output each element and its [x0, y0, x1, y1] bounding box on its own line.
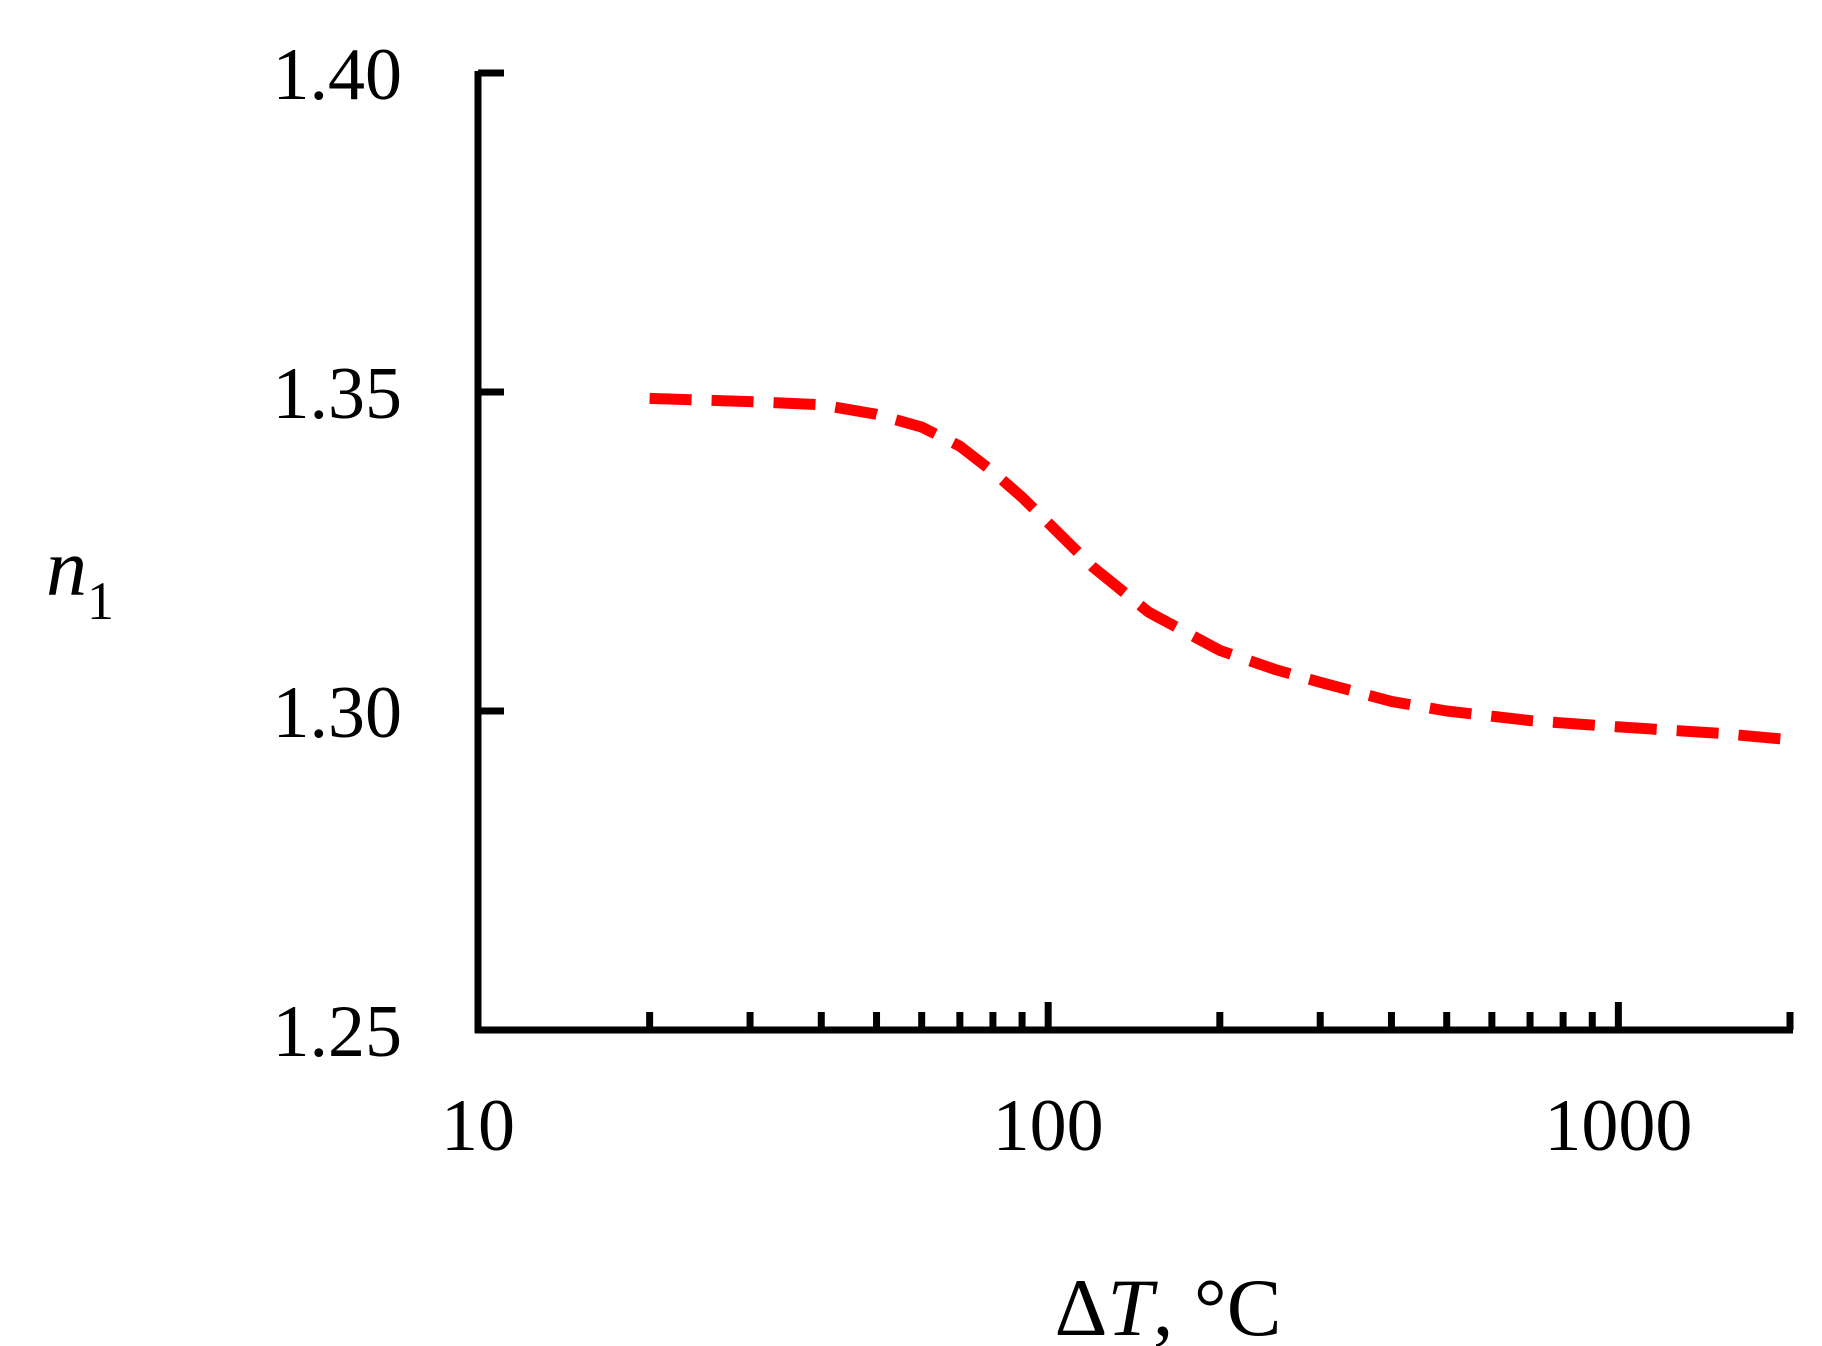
x-tick-label: 1000 [1544, 1085, 1692, 1167]
y-tick-label: 1.35 [273, 353, 403, 435]
series-line [649, 392, 1791, 746]
x-axis-title: ΔT, °C [1055, 1262, 1282, 1346]
x-axis-title-unit: , °C [1153, 1262, 1282, 1346]
y-tick-label: 1.25 [273, 991, 403, 1073]
y-axis-title-sub: 1 [87, 571, 114, 631]
x-tick-label: 100 [993, 1085, 1104, 1167]
x-axis-title-var: T [1107, 1262, 1158, 1346]
x-axis-title-symbol: Δ [1055, 1262, 1108, 1346]
y-axis-title: n1 [46, 522, 114, 631]
y-tick-label: 1.40 [273, 34, 403, 116]
x-tick-label: 10 [441, 1085, 515, 1167]
y-tick-label: 1.30 [273, 672, 403, 754]
y-axis-title-var: n [46, 522, 87, 613]
